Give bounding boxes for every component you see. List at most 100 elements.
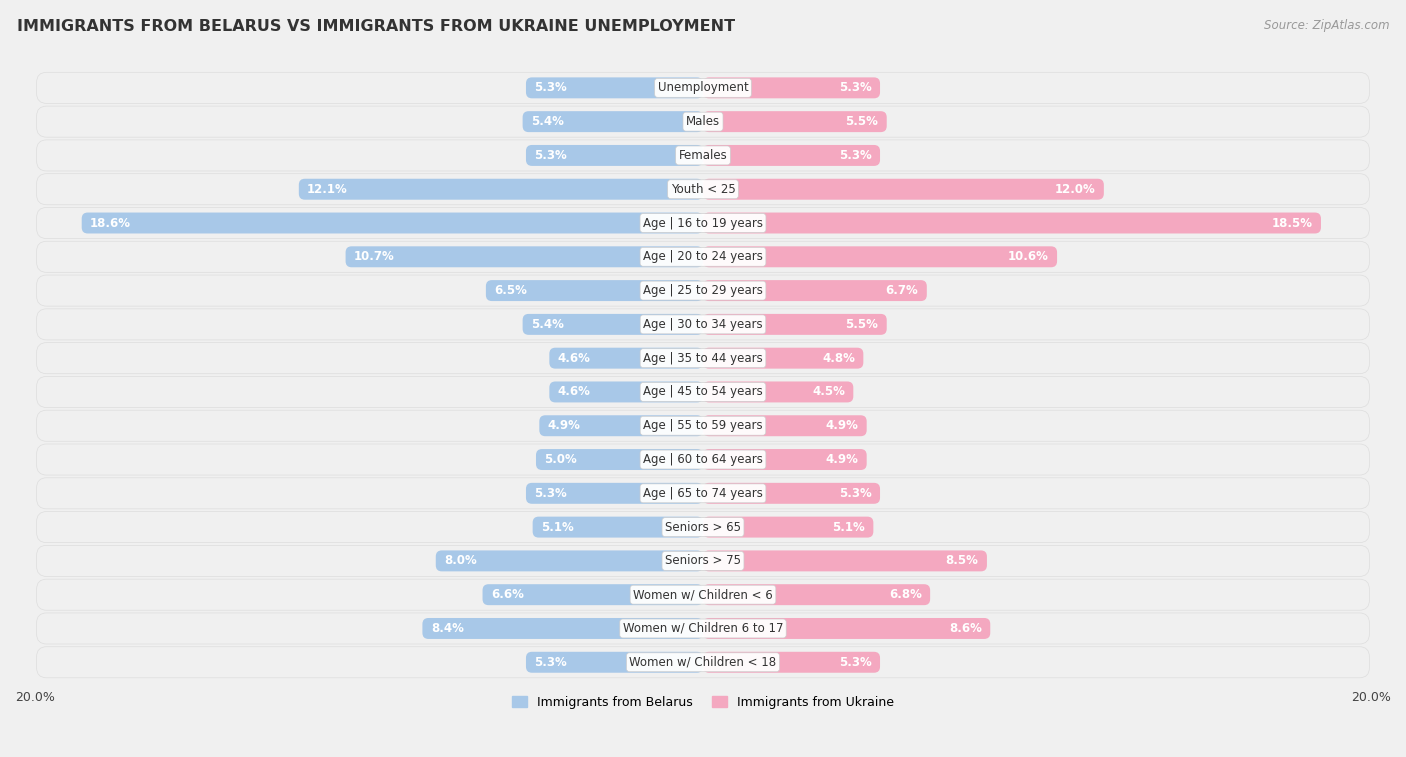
Text: 10.6%: 10.6% xyxy=(1008,251,1049,263)
FancyBboxPatch shape xyxy=(422,618,703,639)
Text: Age | 35 to 44 years: Age | 35 to 44 years xyxy=(643,352,763,365)
FancyBboxPatch shape xyxy=(703,550,987,572)
Text: Age | 60 to 64 years: Age | 60 to 64 years xyxy=(643,453,763,466)
FancyBboxPatch shape xyxy=(37,444,1369,475)
Text: 5.1%: 5.1% xyxy=(541,521,574,534)
FancyBboxPatch shape xyxy=(436,550,703,572)
Text: Age | 45 to 54 years: Age | 45 to 54 years xyxy=(643,385,763,398)
FancyBboxPatch shape xyxy=(37,309,1369,340)
FancyBboxPatch shape xyxy=(703,179,1104,200)
Text: Seniors > 75: Seniors > 75 xyxy=(665,554,741,568)
FancyBboxPatch shape xyxy=(526,483,703,504)
FancyBboxPatch shape xyxy=(37,410,1369,441)
Text: 5.5%: 5.5% xyxy=(845,318,879,331)
FancyBboxPatch shape xyxy=(37,207,1369,238)
Text: Source: ZipAtlas.com: Source: ZipAtlas.com xyxy=(1264,19,1389,32)
Text: 8.5%: 8.5% xyxy=(946,554,979,568)
FancyBboxPatch shape xyxy=(703,584,931,605)
FancyBboxPatch shape xyxy=(703,145,880,166)
FancyBboxPatch shape xyxy=(82,213,703,233)
FancyBboxPatch shape xyxy=(526,652,703,673)
FancyBboxPatch shape xyxy=(703,314,887,335)
FancyBboxPatch shape xyxy=(703,111,887,132)
FancyBboxPatch shape xyxy=(703,213,1322,233)
FancyBboxPatch shape xyxy=(37,376,1369,407)
Text: 4.5%: 4.5% xyxy=(813,385,845,398)
FancyBboxPatch shape xyxy=(482,584,703,605)
FancyBboxPatch shape xyxy=(703,449,866,470)
FancyBboxPatch shape xyxy=(703,483,880,504)
FancyBboxPatch shape xyxy=(37,241,1369,273)
Text: 12.0%: 12.0% xyxy=(1054,182,1095,196)
FancyBboxPatch shape xyxy=(37,343,1369,374)
Text: 5.0%: 5.0% xyxy=(544,453,576,466)
FancyBboxPatch shape xyxy=(37,140,1369,171)
FancyBboxPatch shape xyxy=(703,516,873,537)
Text: 4.9%: 4.9% xyxy=(825,453,858,466)
FancyBboxPatch shape xyxy=(550,347,703,369)
FancyBboxPatch shape xyxy=(703,618,990,639)
Text: 5.3%: 5.3% xyxy=(839,656,872,668)
Text: 8.0%: 8.0% xyxy=(444,554,477,568)
Text: 5.4%: 5.4% xyxy=(531,115,564,128)
Text: 4.8%: 4.8% xyxy=(823,352,855,365)
Text: 5.3%: 5.3% xyxy=(839,487,872,500)
Text: Age | 30 to 34 years: Age | 30 to 34 years xyxy=(643,318,763,331)
Text: IMMIGRANTS FROM BELARUS VS IMMIGRANTS FROM UKRAINE UNEMPLOYMENT: IMMIGRANTS FROM BELARUS VS IMMIGRANTS FR… xyxy=(17,19,735,34)
Text: 6.5%: 6.5% xyxy=(495,284,527,297)
Legend: Immigrants from Belarus, Immigrants from Ukraine: Immigrants from Belarus, Immigrants from… xyxy=(508,691,898,714)
FancyBboxPatch shape xyxy=(37,646,1369,678)
Text: Females: Females xyxy=(679,149,727,162)
FancyBboxPatch shape xyxy=(346,246,703,267)
Text: 4.6%: 4.6% xyxy=(558,352,591,365)
Text: 4.9%: 4.9% xyxy=(548,419,581,432)
FancyBboxPatch shape xyxy=(37,579,1369,610)
FancyBboxPatch shape xyxy=(37,275,1369,306)
Text: 8.6%: 8.6% xyxy=(949,622,981,635)
Text: Women w/ Children < 18: Women w/ Children < 18 xyxy=(630,656,776,668)
FancyBboxPatch shape xyxy=(37,545,1369,576)
Text: Youth < 25: Youth < 25 xyxy=(671,182,735,196)
Text: Age | 25 to 29 years: Age | 25 to 29 years xyxy=(643,284,763,297)
FancyBboxPatch shape xyxy=(550,382,703,403)
Text: 5.3%: 5.3% xyxy=(534,487,567,500)
FancyBboxPatch shape xyxy=(37,73,1369,104)
Text: 5.3%: 5.3% xyxy=(839,81,872,95)
Text: 6.8%: 6.8% xyxy=(889,588,922,601)
FancyBboxPatch shape xyxy=(533,516,703,537)
FancyBboxPatch shape xyxy=(37,478,1369,509)
Text: Women w/ Children < 6: Women w/ Children < 6 xyxy=(633,588,773,601)
Text: Unemployment: Unemployment xyxy=(658,81,748,95)
FancyBboxPatch shape xyxy=(703,280,927,301)
FancyBboxPatch shape xyxy=(37,106,1369,137)
Text: 4.9%: 4.9% xyxy=(825,419,858,432)
Text: 6.6%: 6.6% xyxy=(491,588,524,601)
Text: 8.4%: 8.4% xyxy=(430,622,464,635)
FancyBboxPatch shape xyxy=(703,246,1057,267)
Text: 5.1%: 5.1% xyxy=(832,521,865,534)
Text: Age | 20 to 24 years: Age | 20 to 24 years xyxy=(643,251,763,263)
FancyBboxPatch shape xyxy=(703,416,866,436)
Text: Seniors > 65: Seniors > 65 xyxy=(665,521,741,534)
FancyBboxPatch shape xyxy=(526,77,703,98)
Text: Age | 65 to 74 years: Age | 65 to 74 years xyxy=(643,487,763,500)
FancyBboxPatch shape xyxy=(703,382,853,403)
FancyBboxPatch shape xyxy=(540,416,703,436)
Text: 5.3%: 5.3% xyxy=(839,149,872,162)
FancyBboxPatch shape xyxy=(703,652,880,673)
Text: 5.3%: 5.3% xyxy=(534,656,567,668)
Text: 4.6%: 4.6% xyxy=(558,385,591,398)
Text: 10.7%: 10.7% xyxy=(354,251,395,263)
Text: Age | 16 to 19 years: Age | 16 to 19 years xyxy=(643,217,763,229)
Text: 5.5%: 5.5% xyxy=(845,115,879,128)
Text: 12.1%: 12.1% xyxy=(307,182,347,196)
Text: 18.6%: 18.6% xyxy=(90,217,131,229)
FancyBboxPatch shape xyxy=(526,145,703,166)
FancyBboxPatch shape xyxy=(299,179,703,200)
Text: Women w/ Children 6 to 17: Women w/ Children 6 to 17 xyxy=(623,622,783,635)
Text: 5.4%: 5.4% xyxy=(531,318,564,331)
FancyBboxPatch shape xyxy=(523,111,703,132)
Text: 5.3%: 5.3% xyxy=(534,149,567,162)
FancyBboxPatch shape xyxy=(486,280,703,301)
FancyBboxPatch shape xyxy=(37,173,1369,204)
